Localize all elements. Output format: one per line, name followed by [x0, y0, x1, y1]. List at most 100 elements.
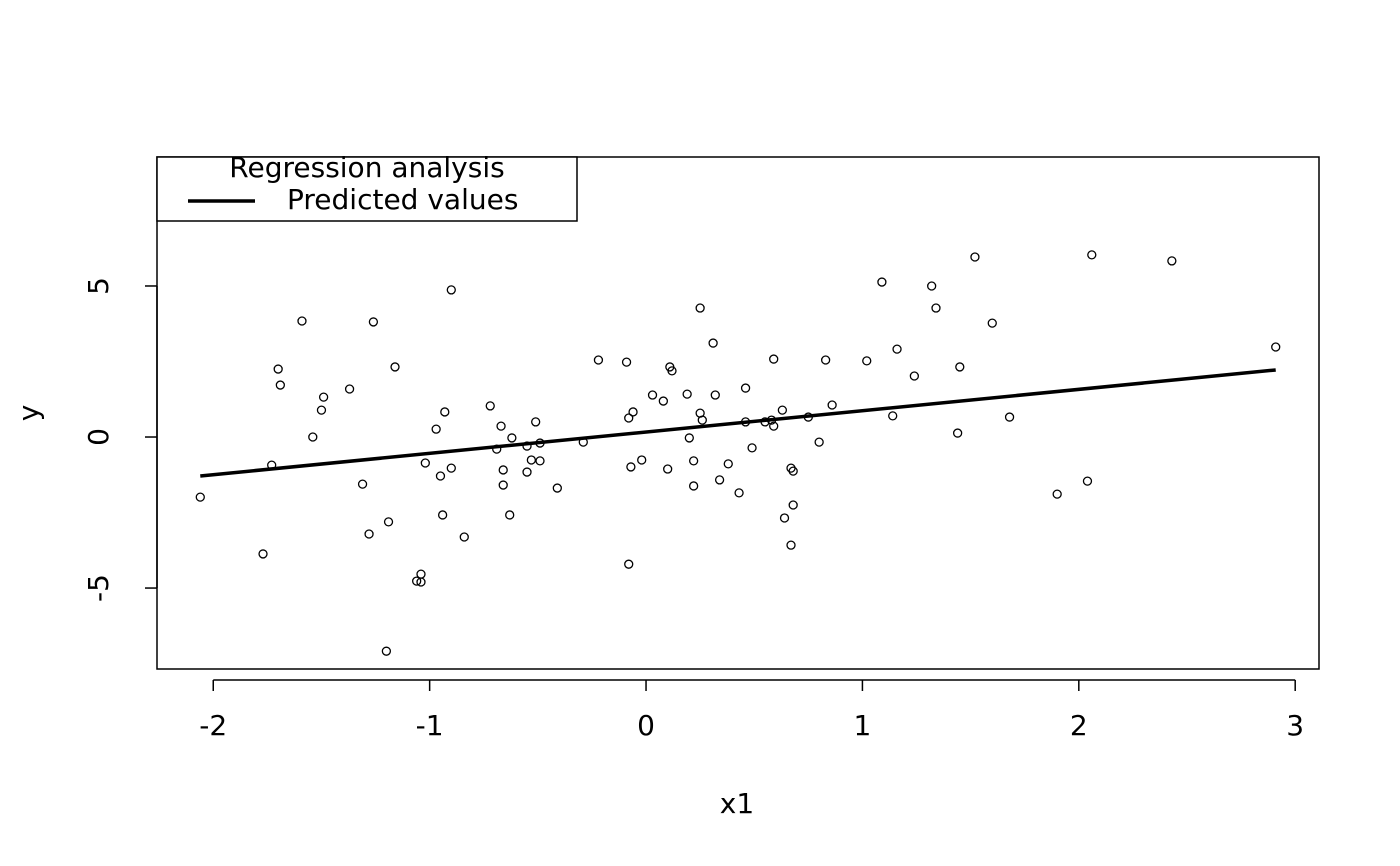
point [258, 549, 268, 559]
point [663, 464, 673, 474]
point [658, 396, 668, 406]
point [624, 413, 634, 423]
point [498, 480, 508, 490]
point [877, 277, 887, 287]
point [318, 392, 329, 402]
point [275, 380, 285, 390]
point [708, 338, 718, 348]
point [888, 411, 898, 421]
point [552, 483, 562, 493]
point [1004, 412, 1015, 422]
point [769, 421, 779, 431]
point [637, 455, 647, 465]
point [383, 517, 394, 527]
point [624, 559, 634, 569]
point [769, 354, 779, 364]
point [308, 432, 318, 442]
point [723, 459, 733, 469]
x-tick-label: 1 [854, 709, 872, 742]
point [344, 384, 355, 394]
y-axis-label: y [12, 405, 45, 422]
point [416, 569, 426, 579]
point [786, 540, 796, 550]
point [788, 466, 798, 476]
plot-box [156, 156, 1320, 670]
point [734, 488, 744, 498]
point [688, 456, 699, 466]
point [626, 462, 636, 472]
x-axis-label: x1 [720, 787, 754, 820]
point [621, 357, 632, 367]
point [431, 424, 441, 434]
point [684, 433, 694, 443]
point [446, 285, 456, 295]
point [1271, 342, 1281, 352]
point [740, 383, 751, 393]
regression-line [200, 368, 1276, 478]
point [297, 316, 307, 326]
point [777, 405, 788, 415]
point [682, 389, 692, 399]
point [420, 458, 430, 468]
point [647, 390, 658, 400]
x-tick-label: 2 [1070, 709, 1088, 742]
point [779, 513, 790, 523]
point [507, 433, 517, 443]
point [892, 344, 902, 354]
point [909, 371, 920, 381]
point [273, 364, 283, 374]
point [862, 356, 872, 366]
point [820, 355, 831, 365]
point [987, 318, 997, 328]
x-tick-label: -2 [199, 709, 227, 742]
point [697, 415, 707, 425]
point [446, 463, 456, 473]
point [364, 529, 374, 539]
point [531, 417, 541, 427]
x-tick-label: 0 [637, 709, 655, 742]
point [416, 577, 426, 587]
point [485, 401, 495, 411]
point [459, 532, 469, 542]
point [827, 400, 837, 410]
x-tick-label: 3 [1286, 709, 1304, 742]
point [695, 303, 705, 313]
y-tick-label: -5 [82, 574, 115, 602]
legend-label: Predicted values [287, 183, 518, 216]
point [505, 510, 515, 520]
point [952, 428, 963, 438]
point [667, 366, 677, 376]
point [1052, 489, 1062, 499]
point [688, 481, 699, 491]
point [381, 646, 392, 656]
legend-title: Regression analysis [229, 151, 504, 184]
point [927, 281, 937, 291]
point [412, 576, 422, 586]
point [435, 471, 446, 481]
point [535, 456, 545, 466]
point [747, 443, 757, 453]
point [593, 355, 604, 365]
point [1082, 476, 1093, 486]
y-tick-label: 0 [82, 428, 115, 446]
point [710, 390, 720, 400]
point [714, 475, 725, 485]
point [316, 405, 327, 415]
point [814, 437, 824, 447]
point [1087, 250, 1097, 260]
x-tick-label: -1 [416, 709, 444, 742]
point [195, 492, 205, 502]
point [368, 317, 379, 327]
point [526, 455, 537, 465]
y-tick-label: 5 [82, 277, 115, 295]
point [437, 510, 448, 520]
point [498, 465, 508, 475]
point [496, 421, 506, 431]
point [628, 407, 638, 417]
point [440, 407, 450, 417]
point [931, 303, 941, 313]
point [357, 479, 368, 489]
point [522, 467, 532, 477]
point [1167, 256, 1177, 266]
